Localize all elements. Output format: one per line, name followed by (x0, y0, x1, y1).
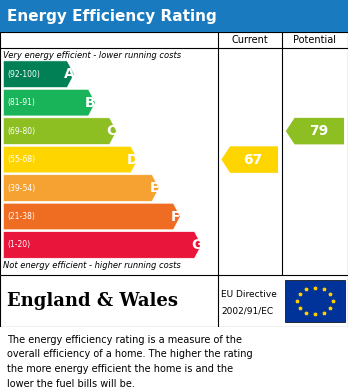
Text: the more energy efficient the home is and the: the more energy efficient the home is an… (7, 364, 233, 374)
Polygon shape (3, 203, 180, 230)
Text: A: A (64, 67, 74, 81)
Text: lower the fuel bills will be.: lower the fuel bills will be. (7, 379, 135, 389)
Text: Not energy efficient - higher running costs: Not energy efficient - higher running co… (3, 261, 181, 270)
Text: 67: 67 (244, 152, 263, 167)
Bar (285, 280, 345, 322)
Polygon shape (286, 118, 344, 144)
Polygon shape (3, 90, 95, 116)
Text: C: C (106, 124, 117, 138)
Polygon shape (221, 146, 278, 173)
Text: G: G (191, 238, 202, 252)
Text: (92-100): (92-100) (8, 70, 40, 79)
Text: overall efficiency of a home. The higher the rating: overall efficiency of a home. The higher… (7, 350, 253, 359)
Text: 2002/91/EC: 2002/91/EC (221, 307, 273, 316)
Text: EU Directive: EU Directive (221, 290, 277, 299)
Text: (81-91): (81-91) (8, 98, 35, 107)
Text: E: E (149, 181, 159, 195)
Text: (69-80): (69-80) (8, 127, 36, 136)
Polygon shape (3, 232, 201, 258)
Text: The energy efficiency rating is a measure of the: The energy efficiency rating is a measur… (7, 335, 242, 345)
Text: (1-20): (1-20) (8, 240, 31, 249)
Text: Potential: Potential (293, 35, 337, 45)
Polygon shape (3, 146, 138, 173)
Text: 79: 79 (309, 124, 328, 138)
Text: B: B (85, 96, 96, 109)
Text: England & Wales: England & Wales (7, 292, 178, 310)
Polygon shape (3, 61, 74, 88)
Text: Very energy efficient - lower running costs: Very energy efficient - lower running co… (3, 50, 182, 59)
Text: D: D (127, 152, 139, 167)
Text: (21-38): (21-38) (8, 212, 35, 221)
Text: F: F (171, 210, 180, 224)
Polygon shape (3, 118, 117, 144)
Text: (39-54): (39-54) (8, 183, 36, 192)
Polygon shape (3, 175, 159, 201)
Text: (55-68): (55-68) (8, 155, 36, 164)
Text: Energy Efficiency Rating: Energy Efficiency Rating (7, 9, 217, 23)
Text: Current: Current (231, 35, 268, 45)
